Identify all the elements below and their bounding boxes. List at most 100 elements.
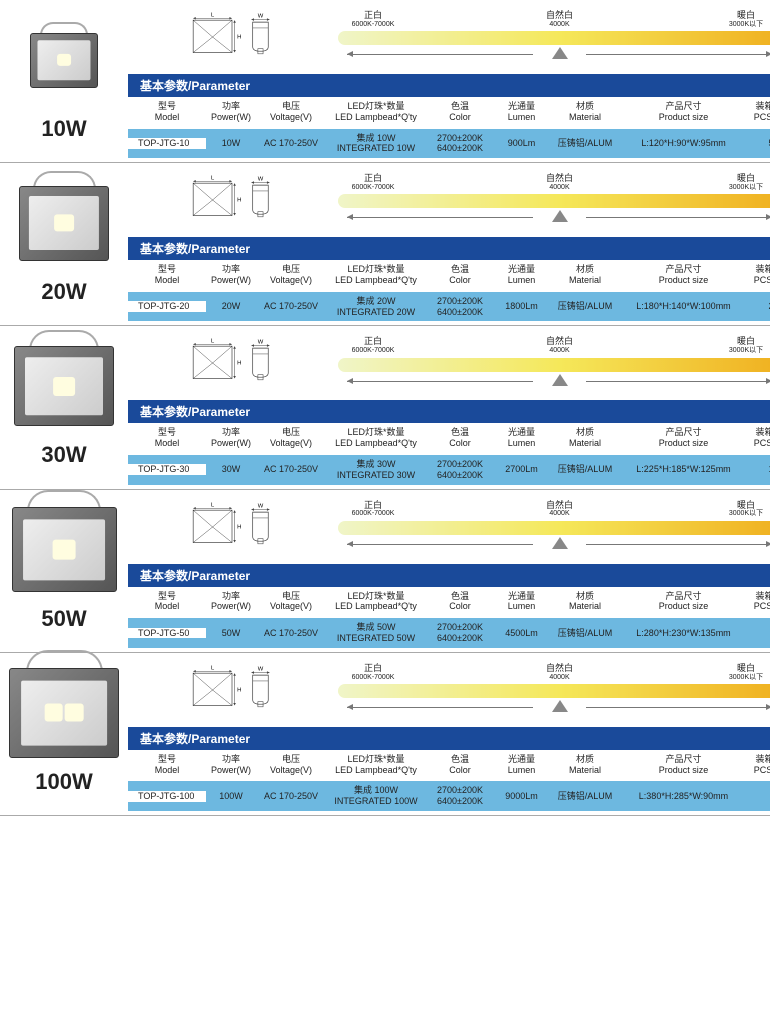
table-data-row: TOP-JTG-50 50W AC 170-250V 集成 50WINTEGRA… bbox=[128, 618, 770, 648]
header-color: 色温Color bbox=[426, 264, 494, 286]
product-row: 20W L H W 正白6000K-7000K 自然白4000K bbox=[0, 163, 770, 326]
svg-text:L: L bbox=[211, 175, 215, 181]
svg-text:L: L bbox=[211, 665, 215, 671]
header-powerw: 功率Power(W) bbox=[206, 427, 256, 449]
table-data-row: TOP-JTG-30 30W AC 170-250V 集成 30WINTEGRA… bbox=[128, 455, 770, 485]
header-productsize: 产品尺寸Product size bbox=[621, 754, 746, 776]
wattage-label: 100W bbox=[35, 769, 92, 795]
cell-model: TOP-JTG-100 bbox=[128, 791, 206, 802]
header-pcsctn: 装箱数量PCS/CTN bbox=[746, 264, 770, 286]
dimension-schema: L H W bbox=[188, 169, 298, 231]
header-model: 型号Model bbox=[128, 591, 206, 613]
color-temperature-scale: 正白6000K-7000K 自然白4000K 暖白3000K以下 bbox=[318, 6, 770, 63]
cell-pcs: / bbox=[746, 791, 770, 802]
header-powerw: 功率Power(W) bbox=[206, 101, 256, 123]
parameter-title-bar: 基本参数/Parameter bbox=[128, 237, 770, 260]
product-row: 100W L H W 正白6000K-7000K 自然白4000K bbox=[0, 653, 770, 816]
cell-color: 2700±200K6400±200K bbox=[426, 622, 494, 644]
header-color: 色温Color bbox=[426, 754, 494, 776]
svg-text:L: L bbox=[211, 12, 215, 18]
header-productsize: 产品尺寸Product size bbox=[621, 264, 746, 286]
svg-text:W: W bbox=[258, 666, 264, 672]
cell-voltage: AC 170-250V bbox=[256, 628, 326, 639]
cell-size: L:180*H:140*W:100mm bbox=[621, 301, 746, 312]
cell-material: 压铸铝/ALUM bbox=[549, 628, 621, 639]
cell-size: L:280*H:230*W:135mm bbox=[621, 628, 746, 639]
table-data-row: TOP-JTG-20 20W AC 170-250V 集成 20WINTEGRA… bbox=[128, 292, 770, 322]
svg-text:H: H bbox=[237, 687, 241, 693]
svg-text:H: H bbox=[237, 361, 241, 367]
dimension-schema: L H W bbox=[188, 332, 298, 394]
product-row: 30W L H W 正白6000K-7000K 自然白4000K bbox=[0, 326, 770, 489]
header-model: 型号Model bbox=[128, 427, 206, 449]
cell-material: 压铸铝/ALUM bbox=[549, 301, 621, 312]
cell-voltage: AC 170-250V bbox=[256, 791, 326, 802]
table-header-row: 型号Model功率Power(W)电压Voltage(V)LED灯珠*数量LED… bbox=[128, 750, 770, 782]
cell-color: 2700±200K6400±200K bbox=[426, 459, 494, 481]
header-model: 型号Model bbox=[128, 754, 206, 776]
header-material: 材质Material bbox=[549, 754, 621, 776]
header-ledlampbeadqty: LED灯珠*数量LED Lampbead*Q'ty bbox=[326, 427, 426, 449]
cell-size: L:120*H:90*W:95mm bbox=[621, 138, 746, 149]
cell-color: 2700±200K6400±200K bbox=[426, 785, 494, 807]
header-pcsctn: 装箱数量PCS/CTN bbox=[746, 754, 770, 776]
cell-lumen: 4500Lm bbox=[494, 628, 549, 639]
header-powerw: 功率Power(W) bbox=[206, 754, 256, 776]
table-header-row: 型号Model功率Power(W)电压Voltage(V)LED灯珠*数量LED… bbox=[128, 97, 770, 129]
table-header-row: 型号Model功率Power(W)电压Voltage(V)LED灯珠*数量LED… bbox=[128, 260, 770, 292]
cell-model: TOP-JTG-30 bbox=[128, 464, 206, 475]
header-lumen: 光通量Lumen bbox=[494, 754, 549, 776]
dimension-schema: L H W bbox=[188, 659, 298, 721]
cell-power: 30W bbox=[206, 464, 256, 475]
wattage-label: 30W bbox=[41, 442, 86, 468]
header-material: 材质Material bbox=[549, 427, 621, 449]
header-ledlampbeadqty: LED灯珠*数量LED Lampbead*Q'ty bbox=[326, 264, 426, 286]
dimension-schema: L H W bbox=[188, 496, 298, 558]
cell-lumen: 1800Lm bbox=[494, 301, 549, 312]
header-lumen: 光通量Lumen bbox=[494, 427, 549, 449]
cell-size: L:225*H:185*W:125mm bbox=[621, 464, 746, 475]
cell-voltage: AC 170-250V bbox=[256, 464, 326, 475]
svg-text:W: W bbox=[258, 503, 264, 509]
header-pcsctn: 装箱数量PCS/CTN bbox=[746, 591, 770, 613]
svg-text:H: H bbox=[237, 524, 241, 530]
cell-lumen: 9000Lm bbox=[494, 791, 549, 802]
cell-pcs: 50 bbox=[746, 138, 770, 149]
header-productsize: 产品尺寸Product size bbox=[621, 101, 746, 123]
table-data-row: TOP-JTG-10 10W AC 170-250V 集成 10WINTEGRA… bbox=[128, 129, 770, 159]
header-ledlampbeadqty: LED灯珠*数量LED Lampbead*Q'ty bbox=[326, 591, 426, 613]
cell-pcs: 18 bbox=[746, 464, 770, 475]
cell-lumen: 2700Lm bbox=[494, 464, 549, 475]
header-voltagev: 电压Voltage(V) bbox=[256, 754, 326, 776]
header-material: 材质Material bbox=[549, 101, 621, 123]
header-model: 型号Model bbox=[128, 101, 206, 123]
cell-model: TOP-JTG-20 bbox=[128, 301, 206, 312]
header-lumen: 光通量Lumen bbox=[494, 591, 549, 613]
header-model: 型号Model bbox=[128, 264, 206, 286]
product-image bbox=[4, 173, 124, 273]
parameter-title-bar: 基本参数/Parameter bbox=[128, 400, 770, 423]
header-voltagev: 电压Voltage(V) bbox=[256, 427, 326, 449]
cell-color: 2700±200K6400±200K bbox=[426, 133, 494, 155]
wattage-label: 10W bbox=[41, 116, 86, 142]
color-temperature-scale: 正白6000K-7000K 自然白4000K 暖白3000K以下 bbox=[318, 169, 770, 226]
cell-voltage: AC 170-250V bbox=[256, 301, 326, 312]
svg-text:W: W bbox=[258, 340, 264, 346]
header-lumen: 光通量Lumen bbox=[494, 264, 549, 286]
product-image bbox=[4, 10, 124, 110]
svg-text:W: W bbox=[258, 14, 264, 20]
cell-material: 压铸铝/ALUM bbox=[549, 138, 621, 149]
svg-text:L: L bbox=[211, 502, 215, 508]
header-voltagev: 电压Voltage(V) bbox=[256, 591, 326, 613]
product-image bbox=[4, 500, 124, 600]
header-color: 色温Color bbox=[426, 427, 494, 449]
cell-led: 集成 10WINTEGRATED 10W bbox=[326, 133, 426, 155]
header-productsize: 产品尺寸Product size bbox=[621, 591, 746, 613]
wattage-label: 50W bbox=[41, 606, 86, 632]
product-image bbox=[4, 663, 124, 763]
cell-led: 集成 50WINTEGRATED 50W bbox=[326, 622, 426, 644]
svg-text:H: H bbox=[237, 197, 241, 203]
header-color: 色温Color bbox=[426, 101, 494, 123]
cell-power: 100W bbox=[206, 791, 256, 802]
header-material: 材质Material bbox=[549, 591, 621, 613]
